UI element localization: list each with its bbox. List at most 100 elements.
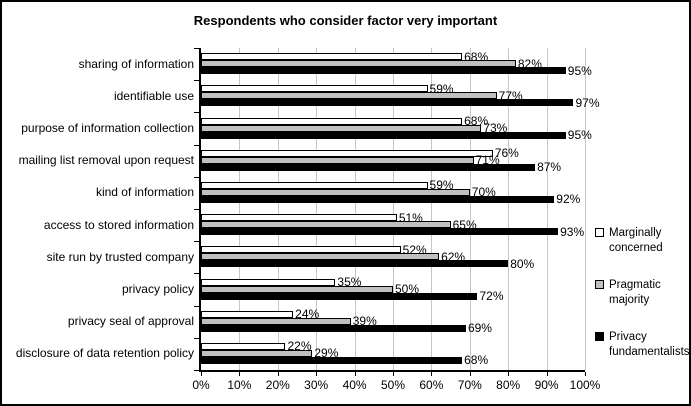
bar-value-label: 52%	[402, 242, 427, 257]
bar-value-label: 22%	[287, 339, 312, 354]
bar-value-label: 77%	[498, 88, 523, 103]
bar-marginally-concerned	[201, 214, 397, 222]
bar-value-label: 95%	[567, 128, 592, 142]
bar-pragmatic-majority	[201, 92, 497, 100]
bar-marginally-concerned	[201, 278, 336, 286]
bar-privacy-fundamentalists	[201, 324, 466, 332]
gridline	[431, 48, 433, 370]
x-axis-tick	[431, 372, 433, 376]
x-axis-tick	[585, 372, 586, 376]
category-label: privacy seal of approval	[67, 314, 194, 329]
bar-value-label: 76%	[494, 146, 519, 161]
bar-value-label: 68%	[464, 353, 489, 368]
bar-privacy-fundamentalists	[201, 356, 463, 364]
bar-value-label: 70%	[471, 185, 496, 200]
category-label: sharing of information	[78, 56, 194, 71]
x-axis-tick	[354, 372, 356, 376]
bar-privacy-fundamentalists	[201, 67, 566, 75]
bar-value-label: 72%	[479, 289, 504, 303]
y-axis-tick	[194, 337, 199, 339]
bar-value-label: 50%	[395, 282, 420, 296]
gridline	[316, 48, 318, 370]
bar-value-label: 39%	[352, 314, 377, 329]
bar-value-label: 92%	[556, 192, 581, 207]
chart-title: Respondents who consider factor very imp…	[193, 13, 498, 28]
bar-value-label: 51%	[398, 210, 423, 225]
y-axis-tick	[194, 176, 199, 178]
x-axis-tick-label: 70%	[457, 378, 482, 392]
y-axis-tick	[194, 273, 199, 275]
x-axis-tick-label: 80%	[496, 378, 521, 392]
bar-privacy-fundamentalists	[201, 292, 478, 300]
bar-value-label: 95%	[567, 63, 592, 78]
x-axis-tick-label: 40%	[342, 378, 367, 392]
legend-swatch-icon	[595, 280, 604, 289]
bar-marginally-concerned	[201, 117, 463, 125]
y-axis-tick	[194, 80, 199, 82]
x-axis-tick	[201, 372, 202, 376]
legend-item: Marginally concerned	[593, 226, 689, 256]
bar-value-label: 68%	[464, 114, 489, 128]
bar-value-label: 97%	[575, 95, 600, 110]
bar-pragmatic-majority	[201, 317, 351, 325]
gridline	[508, 48, 510, 370]
bar-privacy-fundamentalists	[201, 99, 574, 107]
bar-value-label: 62%	[441, 249, 466, 264]
bar-pragmatic-majority	[201, 156, 474, 164]
legend-label: Pragmatic majority	[609, 279, 661, 306]
x-axis-tick-label: 50%	[380, 378, 406, 392]
bar-marginally-concerned	[201, 342, 286, 350]
x-axis-tick-label: 30%	[304, 378, 329, 392]
legend-swatch-icon	[595, 228, 604, 237]
y-axis-tick	[194, 241, 199, 243]
x-axis-tick	[239, 372, 241, 376]
legend-swatch-icon	[595, 332, 604, 341]
bar-value-label: 73%	[483, 121, 508, 135]
category-label: mailing list removal upon request	[18, 153, 194, 168]
bar-marginally-concerned	[201, 246, 401, 254]
x-axis-tick-label: 100%	[569, 378, 601, 392]
bar-marginally-concerned	[201, 85, 428, 93]
bar-value-label: 93%	[560, 224, 585, 239]
category-label: purpose of information collection	[21, 121, 194, 135]
bar-privacy-fundamentalists	[201, 228, 559, 236]
y-axis-tick	[194, 144, 199, 146]
bar-value-label: 69%	[467, 321, 492, 336]
bar-pragmatic-majority	[201, 285, 393, 293]
x-axis-tick-label: 0%	[192, 378, 210, 392]
legend-label: Marginally concerned	[609, 227, 663, 254]
legend-item: Privacy fundamentalists	[593, 330, 689, 360]
y-axis-tick	[194, 370, 199, 371]
bar-value-label: 29%	[314, 346, 339, 361]
bar-value-label: 65%	[452, 217, 477, 232]
y-axis-tick	[194, 209, 199, 210]
y-axis-tick	[194, 112, 199, 114]
bar-pragmatic-majority	[201, 188, 470, 196]
bar-privacy-fundamentalists	[201, 131, 566, 139]
gridline	[469, 48, 471, 370]
bar-privacy-fundamentalists	[201, 260, 509, 268]
gridline	[393, 48, 394, 370]
bar-value-label: 59%	[429, 81, 454, 96]
bar-marginally-concerned	[201, 53, 463, 61]
y-axis-line	[199, 48, 201, 370]
bar-value-label: 71%	[475, 153, 500, 168]
gridline	[585, 48, 586, 370]
x-axis-tick	[277, 372, 279, 376]
bar-value-label: 68%	[464, 49, 489, 64]
x-axis-tick	[316, 372, 318, 376]
x-axis-tick	[546, 372, 548, 376]
gridline	[277, 48, 279, 370]
bar-value-label: 87%	[537, 160, 562, 175]
x-axis-tick	[508, 372, 510, 376]
y-axis-tick	[194, 305, 199, 307]
bar-privacy-fundamentalists	[201, 163, 536, 171]
bar-pragmatic-majority	[201, 124, 482, 132]
bar-privacy-fundamentalists	[201, 195, 555, 203]
x-axis-tick	[469, 372, 471, 376]
x-axis-tick-label: 60%	[419, 378, 444, 392]
x-axis-tick-label: 20%	[265, 378, 290, 392]
category-label: access to stored information	[43, 217, 194, 232]
